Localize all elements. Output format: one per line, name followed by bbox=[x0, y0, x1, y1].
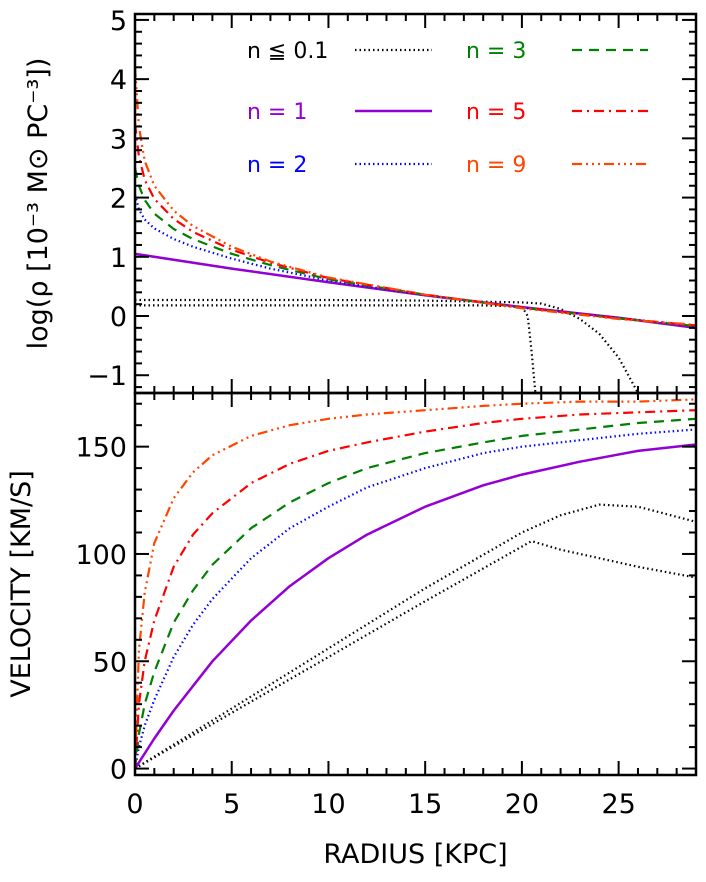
y-tick-label: 150 bbox=[75, 433, 127, 464]
legend-item-n-1: n = 1 bbox=[247, 100, 432, 125]
velocity-plot-frame bbox=[133, 391, 698, 777]
y-tick-label: 0 bbox=[110, 755, 127, 786]
legend-label: n = 2 bbox=[247, 153, 307, 178]
x-tick-label: 25 bbox=[601, 789, 635, 820]
curve-n-1-2 bbox=[135, 443, 696, 770]
y-tick-label: 3 bbox=[110, 124, 127, 155]
velocity-ticks bbox=[134, 393, 697, 775]
x-tick-label: 5 bbox=[223, 789, 240, 820]
density-ticks bbox=[134, 14, 697, 393]
curve-n-0-1-0 bbox=[135, 304, 537, 393]
y-tick-label: 1 bbox=[110, 243, 127, 274]
legend-label: n ≦ 0.1 bbox=[247, 39, 328, 64]
velocity-curves bbox=[135, 398, 696, 770]
legend-item-n-2: n = 2 bbox=[247, 153, 432, 178]
x-tick-labels: 0 5 10 15 20 25 bbox=[126, 789, 635, 820]
x-axis-label: RADIUS [KPC] bbox=[323, 839, 507, 870]
velocity-y-axis-label: VELOCITY [KM/S] bbox=[6, 470, 37, 698]
density-panel: −1 0 1 2 3 4 5 n ≦ 0.1 n = 1 n = 2 n = 3 n = 5 n = … bbox=[23, 6, 698, 395]
legend-item-n-5: n = 5 bbox=[466, 100, 648, 125]
legend-item-n-3: n = 3 bbox=[466, 39, 648, 64]
curve-n-0-1-0 bbox=[135, 540, 696, 770]
density-y-tick-labels: −1 0 1 2 3 4 5 bbox=[87, 6, 127, 392]
legend-label: n = 9 bbox=[466, 153, 526, 178]
x-tick-label: 0 bbox=[126, 789, 143, 820]
curve-n-9-6 bbox=[135, 398, 696, 769]
y-tick-label: 100 bbox=[75, 540, 127, 571]
legend-label: n = 5 bbox=[466, 100, 526, 125]
curve-n-5-5 bbox=[135, 409, 696, 769]
legend-item-n-0-1: n ≦ 0.1 bbox=[247, 39, 432, 64]
x-tick-label: 20 bbox=[505, 789, 539, 820]
density-y-axis-label: log(ρ [10⁻³ M⊙ PC⁻³]) bbox=[23, 58, 54, 350]
y-tick-label: 5 bbox=[110, 6, 127, 37]
y-tick-label: 2 bbox=[110, 184, 127, 215]
curve-n-3-4 bbox=[135, 417, 696, 769]
legend: n ≦ 0.1 n = 1 n = 2 n = 3 n = 5 n = 9 bbox=[247, 39, 648, 178]
density-plot-frame bbox=[133, 12, 698, 395]
density-curves bbox=[135, 67, 696, 393]
velocity-panel: 0 50 100 150 0 5 10 15 20 25 VELOCITY [KM/S] RAD… bbox=[6, 391, 698, 870]
y-tick-label: 50 bbox=[93, 647, 127, 678]
x-tick-label: 15 bbox=[408, 789, 442, 820]
legend-label: n = 1 bbox=[247, 100, 307, 125]
legend-label: n = 3 bbox=[466, 39, 526, 64]
y-tick-label: −1 bbox=[87, 361, 127, 392]
x-tick-label: 10 bbox=[311, 789, 345, 820]
y-tick-label: 4 bbox=[110, 65, 127, 96]
curve-n-3-4 bbox=[135, 167, 696, 328]
curve-n-2-3 bbox=[135, 428, 696, 769]
velocity-y-tick-labels: 0 50 100 150 bbox=[75, 433, 127, 786]
curve-n-0-1-1 bbox=[135, 298, 639, 393]
legend-item-n-9: n = 9 bbox=[466, 153, 648, 178]
curve-n-0-1-1 bbox=[135, 503, 696, 770]
y-tick-label: 0 bbox=[110, 302, 127, 333]
curve-n-9-6 bbox=[135, 67, 696, 326]
